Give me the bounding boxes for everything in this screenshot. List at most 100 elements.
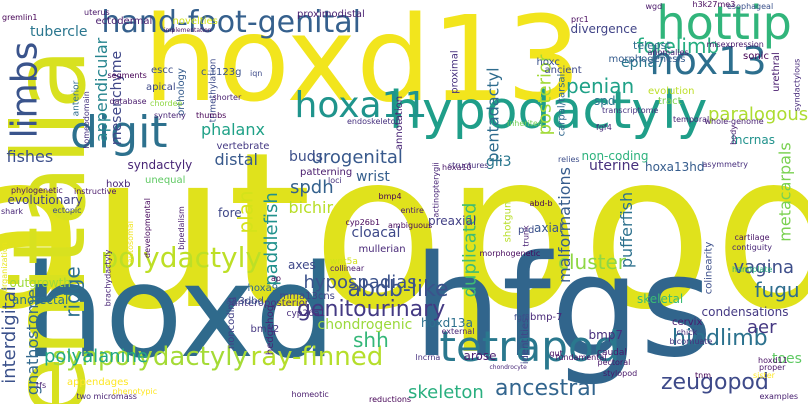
word-autopod: autopod — [0, 106, 808, 357]
word-pentadactyl: pentadactyl — [483, 67, 503, 163]
word-bmp7: bmp7 — [588, 328, 624, 342]
word-vertebrate: vertebrate — [216, 141, 270, 152]
word-misexpression: misexpression — [706, 40, 764, 49]
word-autosomal: autosomal — [125, 221, 135, 263]
word-handplate: handplate — [732, 265, 773, 274]
word-pectoral: pectoral — [597, 358, 631, 367]
word-proximodistal: proximodistal — [297, 9, 365, 20]
word-patterning: patterning — [300, 167, 353, 178]
word-hfgs: hfgs — [413, 226, 713, 389]
word-sister: sister — [753, 371, 775, 380]
word-apical: apical — [146, 82, 176, 93]
word-noncoding: noncoding — [226, 296, 238, 350]
word-outgrowth: outgrowth — [9, 276, 71, 290]
word-axes: axes — [288, 258, 316, 272]
word-homeodomain: homeodomain — [81, 91, 91, 149]
word-fugu: fugu — [754, 278, 800, 302]
word-proximal: proximal — [449, 50, 461, 94]
word-divergence: divergence — [570, 22, 638, 36]
word-gli3: gli3 — [486, 154, 512, 170]
word-synpolydactyly: synpolydactyly — [52, 342, 248, 372]
word-chondrogenic: chondrogenic — [317, 317, 413, 333]
word-relies: relies — [558, 155, 580, 164]
word-shotgun: shotgun — [501, 201, 513, 243]
word-bicornuate: bicornuate — [669, 337, 713, 346]
word-limbs: limbs — [3, 41, 45, 139]
word-inherited: inherited — [507, 119, 543, 128]
word-preaxial: preaxial — [428, 214, 477, 228]
word-polydactyly: polydactyly — [100, 241, 262, 274]
word-hoxd11: hoxd11 — [758, 356, 788, 365]
word-urethral: urethral — [770, 52, 782, 92]
word-chondrocyte: chondrocyte — [489, 364, 527, 371]
word-gremlin1: gremlin1 — [2, 13, 38, 22]
word-polyalanine: polyalanine — [44, 346, 149, 367]
word-examples: examples — [759, 392, 799, 401]
word-evolutionary: evolutionary — [7, 193, 83, 207]
word-teleost: teleost — [633, 38, 671, 52]
word-organization: organization — [0, 242, 9, 292]
word-anterior: anterior — [71, 80, 82, 116]
word-buds: buds — [289, 149, 323, 165]
word-ancestral: ancestral — [495, 376, 597, 401]
word-hoxa10: hoxa10 — [442, 163, 472, 172]
word-hypospadias: hypospadias — [303, 272, 417, 293]
word-paddlefish: paddlefish — [260, 192, 282, 286]
word-asymmetry: asymmetry — [702, 160, 748, 169]
word-micromass: micromass — [93, 392, 137, 401]
word-whole-genome: whole-genome — [704, 117, 764, 126]
word-homeotic: homeotic — [291, 390, 329, 399]
word-zeugopod: zeugopod — [661, 370, 769, 395]
word-tract: tract — [658, 96, 682, 107]
word-bichir: bichir — [288, 198, 334, 217]
word-ap: ap — [271, 274, 281, 283]
word-tfs: tfs — [36, 381, 47, 390]
word-cyp26a1: cyp26a1 — [286, 308, 326, 319]
word-non-coding: non-coding — [581, 149, 649, 163]
word-carpal/tarsal: carpal/tarsal — [555, 73, 567, 137]
word-bmp4: bmp4 — [378, 192, 402, 201]
word-vagina: vagina — [733, 257, 795, 278]
word-bipedalism: bipedalism — [176, 206, 186, 250]
word-hindlimb: hindlimb — [672, 326, 768, 351]
word-hoxd: hoxd — [23, 238, 337, 387]
word-hox13: hox13 — [649, 39, 767, 83]
word-mma13cns: mma13cns — [279, 291, 335, 302]
word-stylopod: stylopod — [603, 369, 638, 378]
word-temporal: temporal — [673, 115, 710, 124]
word-mullerian: mullerian — [358, 244, 406, 255]
word-structures: structures — [448, 161, 489, 170]
word-uterine: uterine — [589, 158, 640, 174]
word-bmp-7: bmp-7 — [530, 312, 563, 323]
word-wnt5a: wnt5a — [330, 256, 358, 267]
word-hoxa13hd: hoxa13hd — [645, 160, 705, 174]
word-proper: proper — [759, 363, 786, 372]
word-developmental: developmental — [142, 198, 152, 258]
word-fundamental: fundamental — [555, 353, 607, 362]
word-actinopterygii: actinopterygii — [431, 162, 441, 218]
word-ectodermal: ectodermal — [95, 16, 153, 27]
word-morphogenetic: morphogenetic — [479, 249, 541, 258]
word-phalanx: phalanx — [201, 120, 265, 139]
word-evolution: evolution — [648, 86, 695, 97]
word-ray-finned: ray-finned — [250, 342, 384, 372]
word-brachydactyly: brachydactyly — [102, 249, 112, 307]
word-external: external — [441, 327, 475, 336]
word-colinearity: colinearity — [702, 241, 714, 295]
word-toes: toes — [772, 351, 802, 367]
word-hoxa9: hoxa9 — [247, 283, 279, 294]
word-morphogenesis: morphogenesis — [608, 54, 686, 65]
word-implementation: implementation — [164, 27, 212, 34]
word-a13dbd: a13dbd — [226, 296, 264, 307]
word-database: database — [109, 97, 147, 106]
word-spd: spd — [594, 94, 616, 108]
word-hoxc: hoxc — [536, 57, 560, 68]
word-two: two — [76, 392, 92, 401]
word-unequal: unequal — [145, 175, 186, 186]
word-anteroposterior: anteroposterior — [231, 298, 309, 309]
word-caudal: caudal — [597, 347, 627, 358]
word-pufferfish: pufferfish — [617, 191, 637, 269]
word-cartilage: cartilage — [734, 233, 770, 242]
word-hottip: hottip — [656, 0, 792, 50]
word-ridge: ridge — [60, 266, 85, 318]
